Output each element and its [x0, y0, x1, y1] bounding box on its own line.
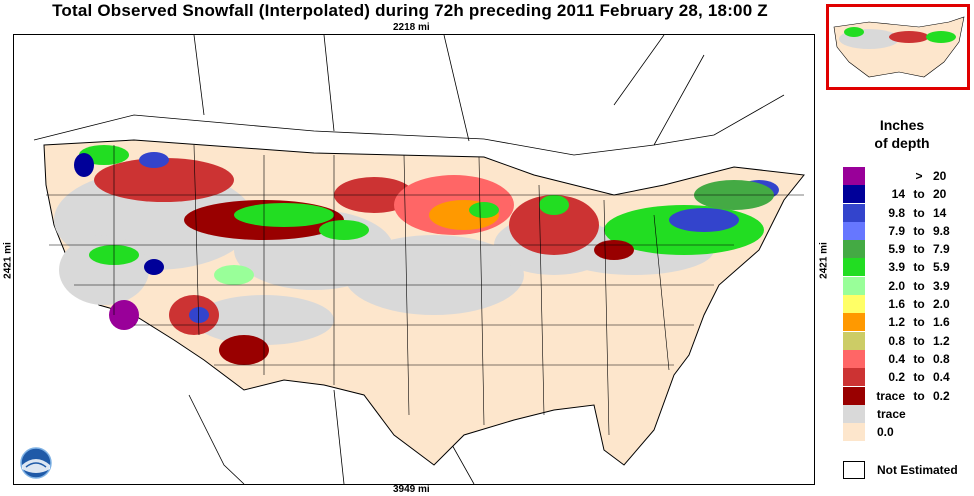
- legend-lo: 0.8: [888, 333, 905, 348]
- legend-mid: to: [913, 333, 925, 348]
- legend-mid: to: [913, 260, 925, 275]
- legend-swatch: [843, 386, 865, 405]
- scale-top: 2218 mi: [393, 22, 430, 33]
- legend-row: 0.8 to 1.2: [843, 331, 968, 350]
- legend-mid: to: [913, 187, 925, 202]
- legend-swatch: [843, 404, 865, 423]
- legend-row: trace: [843, 404, 968, 423]
- legend-hi: 20: [933, 169, 947, 183]
- legend-hi: 0.4: [933, 370, 950, 385]
- legend-swatch: [843, 276, 865, 295]
- noaa-logo: [20, 447, 52, 479]
- snowfall-map[interactable]: [13, 34, 815, 485]
- legend-lo: 3.9: [888, 260, 905, 275]
- legend-mid: >: [915, 169, 923, 183]
- legend-row: 14 to 20: [843, 185, 968, 204]
- legend-mid: to: [913, 297, 925, 312]
- legend-hi: 20: [933, 187, 947, 202]
- legend-row: 7.9 to 9.8: [843, 221, 968, 240]
- legend-lo: 0.2: [888, 370, 905, 385]
- legend-title-line1: Inches: [879, 117, 925, 133]
- legend-lo: 9.8: [888, 205, 905, 220]
- legend-row: 0.2 to 0.4: [843, 368, 968, 387]
- legend-hi: 1.6: [933, 315, 950, 330]
- scale-right: 2421 mi: [818, 242, 830, 279]
- map-title: Total Observed Snowfall (Interpolated) d…: [52, 1, 768, 20]
- legend-swatch: [843, 313, 865, 332]
- locator-map[interactable]: [826, 4, 970, 90]
- legend-hi: 3.9: [933, 278, 950, 293]
- legend-mid: to: [913, 388, 925, 403]
- legend-lo: 1.2: [888, 315, 905, 330]
- legend-row: 9.8 to 14: [843, 203, 968, 222]
- legend-hi: 5.9: [933, 260, 950, 275]
- legend-swatch: [843, 349, 865, 368]
- legend-row: 1.2 to 1.6: [843, 313, 968, 332]
- legend-mid: to: [913, 242, 925, 257]
- legend-label: 0.0: [877, 425, 894, 440]
- legend: >20 14 to 20 9.8 to 14 7.9 to 9.8 5.9 to 7.9 3.9 to 5.9…: [843, 167, 968, 442]
- legend-lo: 7.9: [888, 223, 905, 238]
- legend-row: 2.0 to 3.9: [843, 276, 968, 295]
- legend-mid: to: [913, 223, 925, 238]
- legend-row: 0.4 to 0.8: [843, 349, 968, 368]
- legend-lo: 0.4: [888, 351, 905, 366]
- legend-row: 3.9 to 5.9: [843, 258, 968, 277]
- legend-row: 0.0: [843, 423, 968, 442]
- scale-bottom: 3949 mi: [393, 484, 430, 495]
- not-estimated-label: Not Estimated: [877, 463, 958, 477]
- legend-lo: 14: [891, 187, 905, 202]
- legend-title-line2: of depth: [874, 135, 930, 151]
- legend-hi: 2.0: [933, 297, 950, 312]
- map-canvas: [33, 35, 805, 484]
- scale-left: 2421 mi: [2, 242, 14, 279]
- legend-lo: 5.9: [888, 242, 905, 257]
- legend-row: trace to 0.2: [843, 386, 968, 405]
- legend-swatch: [843, 167, 865, 185]
- legend-mid: to: [913, 370, 925, 385]
- legend-row: 5.9 to 7.9: [843, 240, 968, 259]
- legend-hi: 0.8: [933, 351, 950, 366]
- legend-swatch: [843, 368, 865, 387]
- legend-label: trace: [877, 406, 906, 421]
- legend-swatch: [843, 258, 865, 277]
- not-estimated-swatch: [843, 461, 865, 479]
- legend-lo: 1.6: [888, 297, 905, 312]
- legend-swatch: [843, 331, 865, 350]
- legend-swatch: [843, 221, 865, 240]
- legend-mid: to: [913, 205, 925, 220]
- legend-mid: to: [913, 278, 925, 293]
- locator-canvas: [833, 16, 965, 78]
- legend-hi: 9.8: [933, 223, 950, 238]
- legend-lo: 2.0: [888, 278, 905, 293]
- legend-swatch: [843, 203, 865, 222]
- legend-row: >20: [843, 167, 968, 185]
- legend-mid: to: [913, 315, 925, 330]
- legend-swatch: [843, 423, 865, 442]
- legend-hi: 1.2: [933, 333, 950, 348]
- legend-swatch: [843, 185, 865, 204]
- legend-hi: 0.2: [933, 388, 950, 403]
- legend-hi: 14: [933, 205, 947, 220]
- legend-mid: to: [913, 351, 925, 366]
- legend-lo: trace: [876, 388, 905, 403]
- legend-swatch: [843, 240, 865, 259]
- legend-title: Inches of depth: [838, 116, 966, 152]
- legend-swatch: [843, 295, 865, 314]
- legend-hi: 7.9: [933, 242, 950, 257]
- legend-row: 1.6 to 2.0: [843, 295, 968, 314]
